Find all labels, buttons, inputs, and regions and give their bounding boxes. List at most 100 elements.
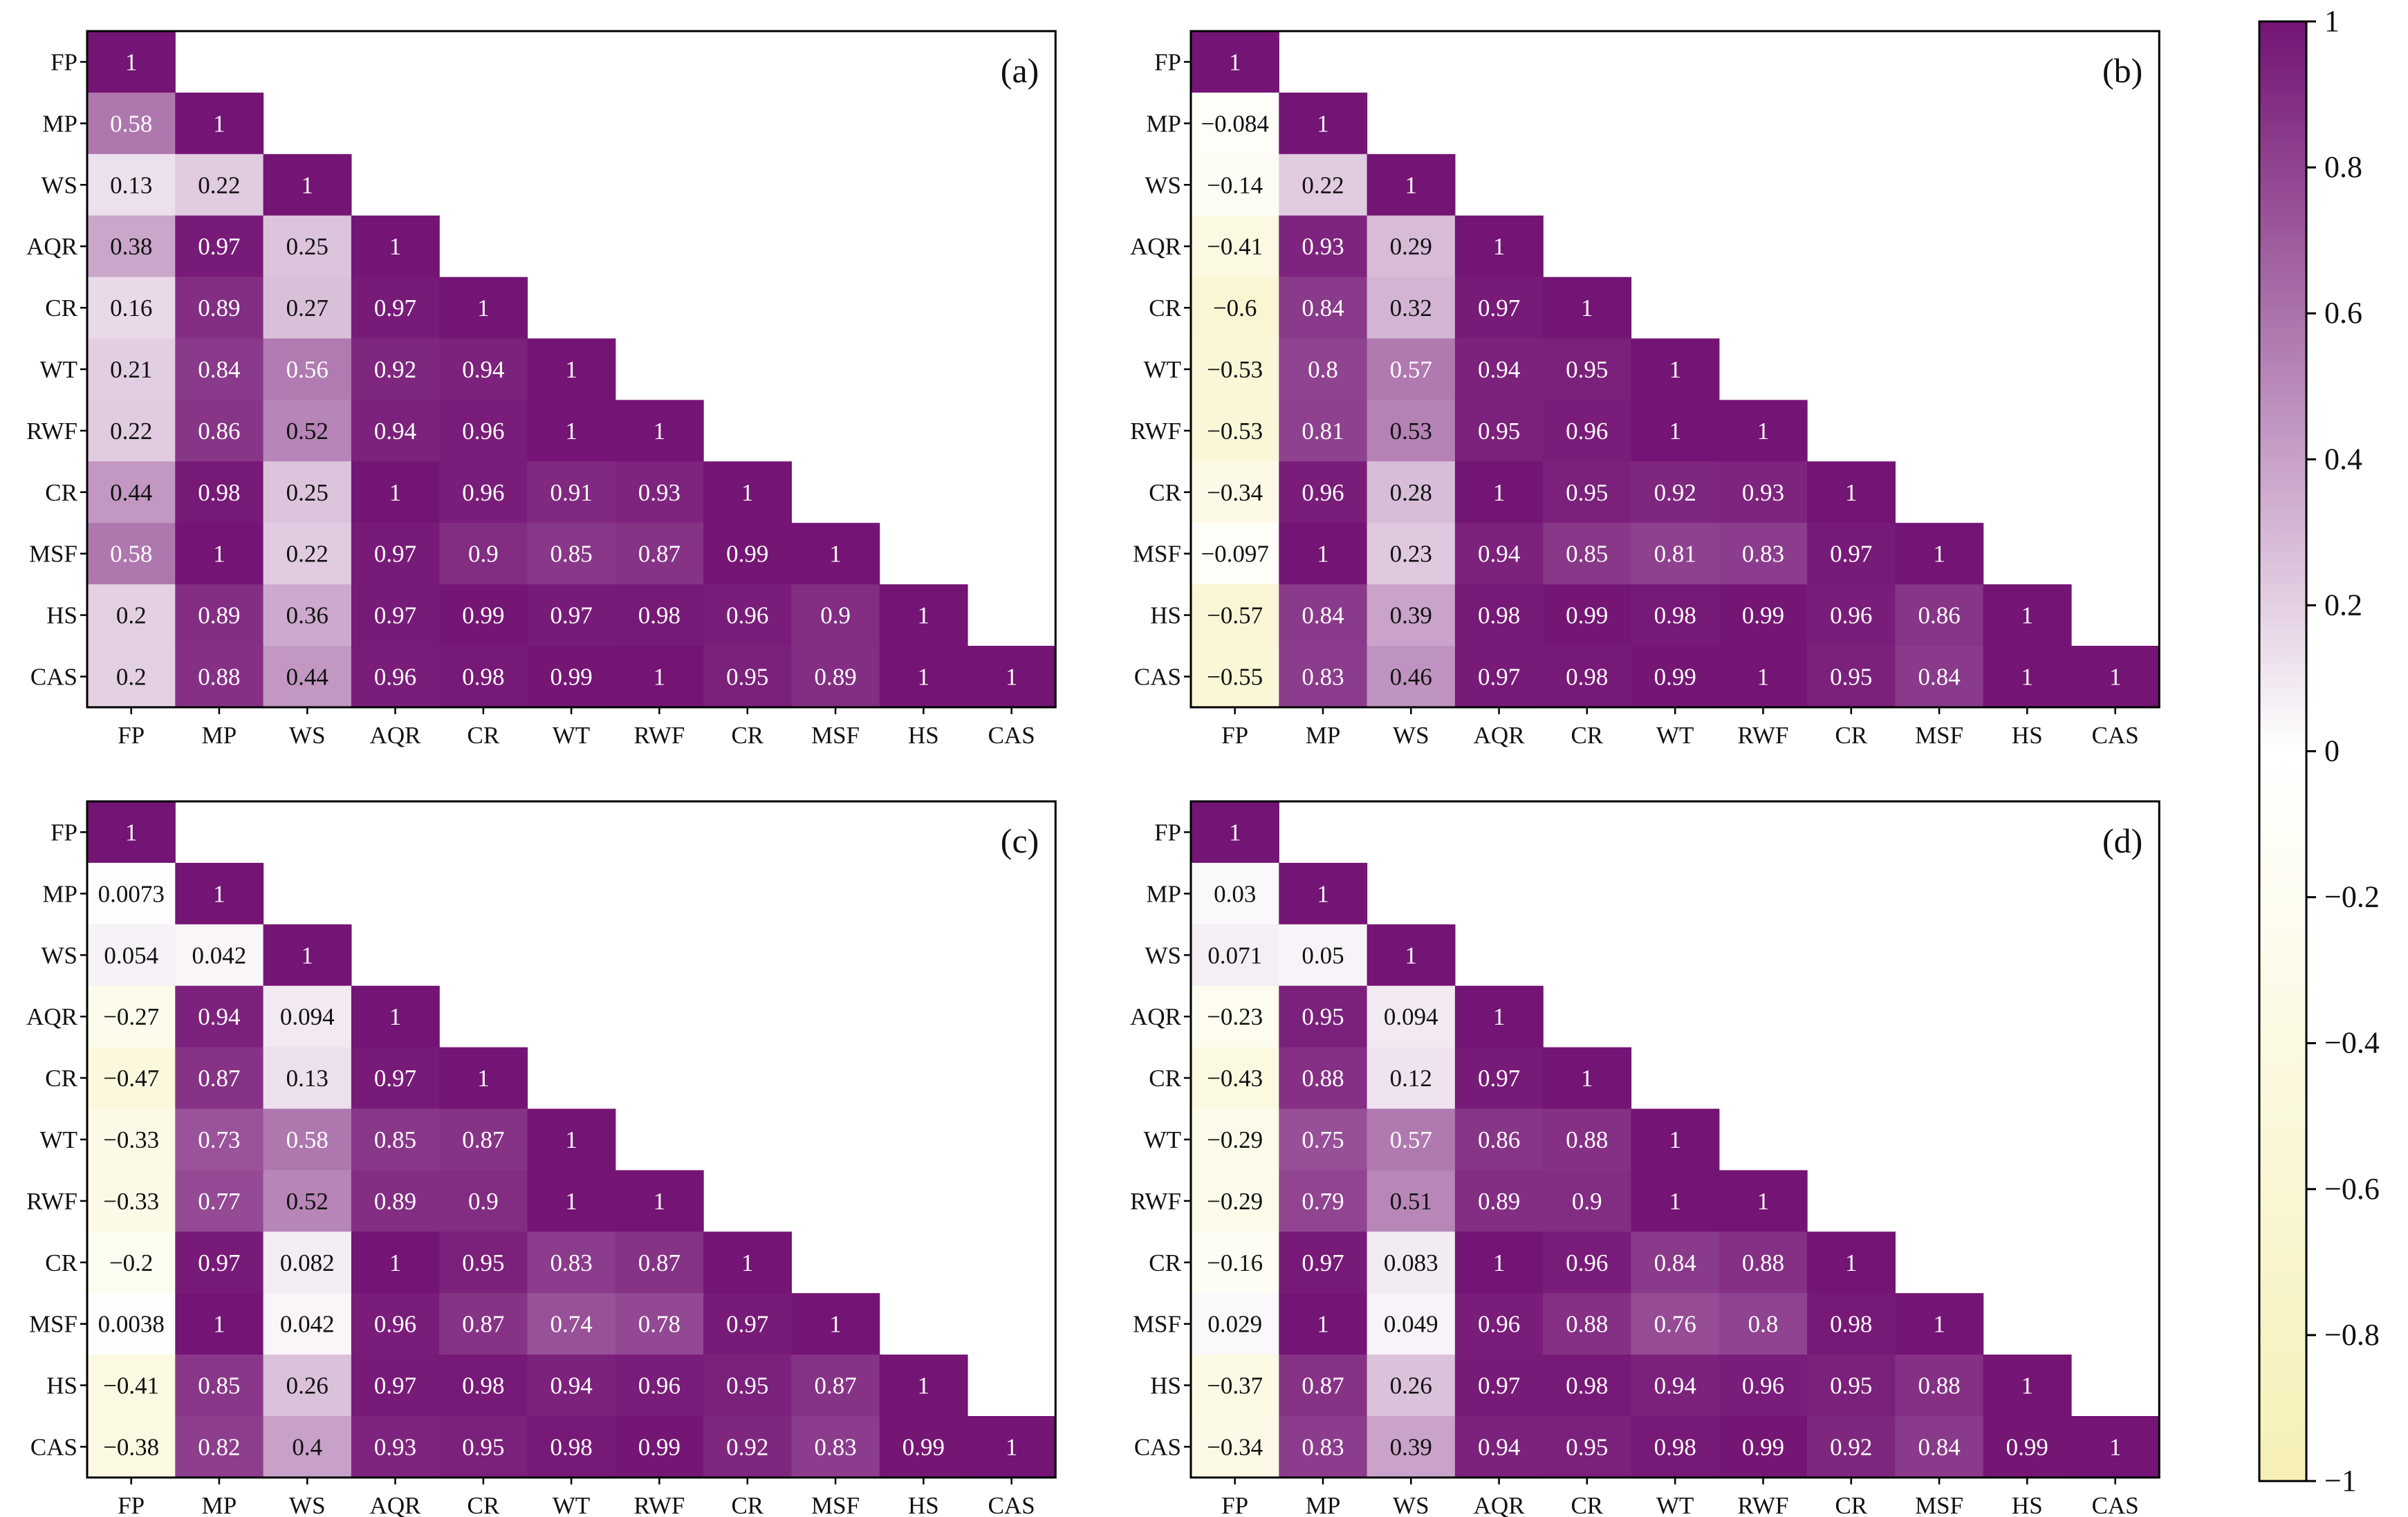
- cell-value-label: 0.89: [1478, 1188, 1520, 1215]
- heatmap-cell: [2071, 646, 2160, 708]
- cell-value-label: 0.9: [820, 602, 851, 629]
- heatmap-cell: [1543, 1047, 1632, 1110]
- cell-value-label: 0.96: [1566, 1249, 1608, 1276]
- heatmap-cell: [175, 646, 264, 708]
- heatmap-cell: [351, 584, 440, 646]
- heatmap-cell: [527, 338, 616, 400]
- heatmap-cell: [87, 1231, 176, 1294]
- heatmap-cell: [1454, 1047, 1544, 1110]
- heatmap-cell: [263, 215, 352, 278]
- cell-value-label: 0.23: [1390, 541, 1432, 568]
- heatmap-cell: [1367, 215, 1456, 278]
- heatmap-cell: [1279, 985, 1368, 1048]
- cell-value-label: 0.94: [374, 418, 416, 445]
- cell-value-label: 0.13: [110, 171, 152, 198]
- heatmap-cell: [263, 1170, 352, 1232]
- heatmap-cell: [703, 461, 792, 523]
- cell-value-label: 1: [1669, 1126, 1681, 1153]
- heatmap-cell: [1191, 1231, 1279, 1294]
- heatmap-cell: [1454, 338, 1544, 400]
- x-tick-label: FP: [1221, 1492, 1248, 1517]
- cell-value-label: 0.8: [1748, 1311, 1779, 1338]
- y-tick-label: HS: [46, 602, 77, 629]
- heatmap-cell: [1631, 400, 1720, 462]
- heatmap-cell: [175, 985, 264, 1048]
- heatmap-cell: [351, 215, 440, 278]
- heatmap-cell: [1191, 277, 1279, 339]
- heatmap-cell: [527, 584, 616, 646]
- heatmap-cell: [1367, 1170, 1456, 1232]
- cell-value-label: 1: [302, 942, 314, 969]
- heatmap-cell: [263, 1293, 352, 1355]
- cell-value-label: 0.58: [286, 1126, 328, 1153]
- cell-value-label: 0.99: [902, 1433, 945, 1460]
- heatmap-cell: [1191, 153, 1279, 216]
- cell-value-label: 0.13: [286, 1065, 328, 1092]
- x-tick-label: CR: [1571, 1492, 1603, 1517]
- cell-value-label: 0.95: [462, 1433, 504, 1460]
- cell-value-label: 0.95: [1302, 1003, 1344, 1030]
- cell-value-label: 1: [389, 1003, 402, 1030]
- cell-value-label: 1: [389, 1249, 402, 1276]
- cell-value-label: 1: [1581, 1065, 1593, 1092]
- cell-value-label: 0.95: [1566, 1433, 1608, 1460]
- cell-value-label: 0.0038: [98, 1311, 165, 1338]
- cell-value-label: 0.88: [1918, 1372, 1960, 1399]
- heatmap-cell: [527, 1108, 616, 1171]
- cell-value-label: 0.96: [374, 664, 416, 691]
- x-tick-label: WS: [289, 1492, 326, 1517]
- cell-value-label: 0.84: [1302, 602, 1344, 629]
- cell-value-label: 0.16: [110, 295, 152, 322]
- y-tick-label: FP: [1154, 819, 1181, 846]
- cell-value-label: 1: [1317, 541, 1329, 568]
- heatmap-cell: [1807, 646, 1896, 708]
- heatmap-cell: [1454, 1170, 1544, 1232]
- cell-value-label: 0.92: [1830, 1433, 1872, 1460]
- heatmap-cell: [615, 1293, 704, 1355]
- x-tick-label: CR: [1835, 722, 1867, 749]
- cell-value-label: 0.97: [1478, 295, 1520, 322]
- cell-value-label: −0.38: [103, 1433, 159, 1460]
- y-tick-label: FP: [50, 49, 77, 76]
- cell-value-label: 1: [1581, 295, 1593, 322]
- cell-value-label: 0.99: [2006, 1433, 2048, 1460]
- heatmap-cell: [1454, 461, 1544, 523]
- heatmap-cell: [1719, 400, 1808, 462]
- colorbar-tick-label: −0.8: [2324, 1318, 2380, 1352]
- x-tick-label: AQR: [370, 722, 422, 749]
- heatmap-panel: 1 0.03 1 0.071 0.05 1 −0.23 0.95 0.094 1 −0.43 0.88…: [1130, 800, 2160, 1517]
- heatmap-cell: [87, 215, 176, 278]
- cell-value-label: 0.94: [550, 1372, 592, 1399]
- y-tick-label: RWF: [1130, 1188, 1181, 1215]
- cell-value-label: 0.4: [292, 1433, 322, 1460]
- x-tick-label: AQR: [1474, 722, 1526, 749]
- cell-value-label: 0.51: [1390, 1188, 1432, 1215]
- cell-value-label: 1: [2021, 1372, 2034, 1399]
- cell-value-label: −0.6: [1213, 295, 1257, 322]
- y-tick-label: WS: [1145, 942, 1182, 969]
- heatmap-cell: [1367, 584, 1456, 646]
- heatmap-cell: [527, 461, 616, 523]
- cell-value-label: 0.2: [116, 602, 147, 629]
- cell-value-label: 0.73: [198, 1126, 240, 1153]
- x-tick-label: MSF: [811, 722, 860, 749]
- heatmap-cell: [1895, 646, 1984, 708]
- cell-value-label: 1: [918, 664, 930, 691]
- heatmap-cell: [263, 1416, 352, 1478]
- heatmap-cell: [263, 1231, 352, 1294]
- cell-value-label: −0.41: [103, 1372, 159, 1399]
- colorbar-gradient: [2258, 20, 2308, 1482]
- cell-value-label: 0.99: [1566, 602, 1608, 629]
- heatmap-cell: [1543, 338, 1632, 400]
- y-tick-label: WS: [41, 942, 78, 969]
- heatmap-cell: [1191, 1416, 1279, 1478]
- cell-value-label: 0.85: [550, 541, 592, 568]
- cell-value-label: 1: [654, 418, 666, 445]
- cell-value-label: 1: [1493, 233, 1506, 260]
- y-tick-label: FP: [1154, 49, 1181, 76]
- heatmap-cell: [175, 1355, 264, 1417]
- cell-value-label: 1: [565, 356, 577, 383]
- heatmap-cell: [87, 801, 176, 864]
- heatmap-cell: [1279, 862, 1368, 925]
- heatmap-cell: [1807, 1231, 1896, 1294]
